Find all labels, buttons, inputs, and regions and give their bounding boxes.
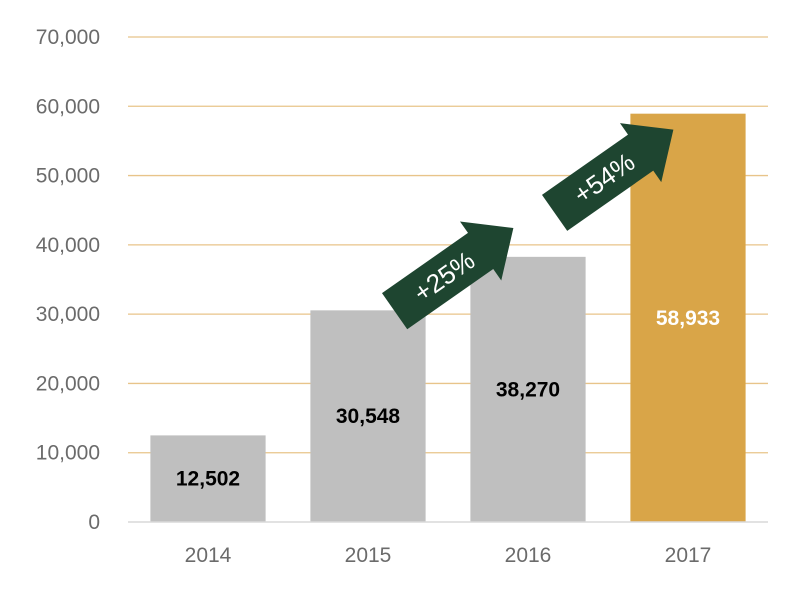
arrow-shape <box>381 221 514 330</box>
y-tick-label: 30,000 <box>36 303 100 326</box>
x-tick-label-2014: 2014 <box>185 544 232 567</box>
bars <box>150 113 746 522</box>
bar-2017 <box>630 113 746 522</box>
bar-2016 <box>470 256 586 522</box>
y-tick-label: 40,000 <box>36 234 100 257</box>
data-label-2017: 58,933 <box>656 307 720 330</box>
x-tick-label-2016: 2016 <box>505 544 552 567</box>
y-axis-tick-labels: 0 10,000 20,000 30,000 40,000 50,000 60,000 70,… <box>36 26 100 534</box>
data-label-2016: 38,270 <box>496 378 560 401</box>
bar-2014 <box>150 435 266 522</box>
arrow-shape <box>541 123 674 231</box>
y-tick-label: 60,000 <box>36 95 100 118</box>
x-axis-tick-labels: 2014 2015 2016 2017 <box>185 544 712 567</box>
data-labels: 12,502 30,548 38,270 58,933 <box>176 307 720 491</box>
x-tick-label-2015: 2015 <box>345 544 392 567</box>
y-tick-label: 10,000 <box>36 442 100 465</box>
x-tick-label-2017: 2017 <box>665 544 712 567</box>
bar-2015 <box>310 310 426 522</box>
y-tick-label: 70,000 <box>36 26 100 49</box>
gridlines <box>128 36 768 454</box>
y-tick-label: 0 <box>88 511 100 534</box>
data-label-2014: 12,502 <box>176 468 240 491</box>
data-label-2015: 30,548 <box>336 405 401 428</box>
y-tick-label: 20,000 <box>36 372 100 395</box>
y-tick-label: 50,000 <box>36 165 100 188</box>
